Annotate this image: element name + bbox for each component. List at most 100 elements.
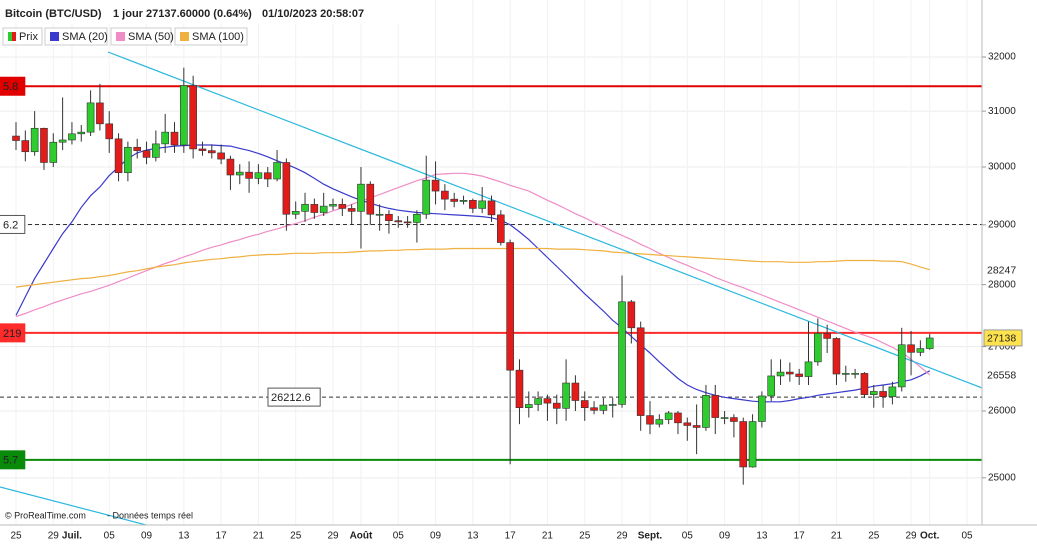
legend-box [174, 27, 248, 46]
candle-body [860, 373, 869, 395]
candle-body [907, 344, 915, 353]
legend-swatch [180, 32, 189, 41]
level-label: 5.8 [3, 81, 18, 93]
level-labels: 5.8 6.2 219 26212.6 5.7 [0, 76, 321, 470]
right-value-label: 26558 [987, 370, 1016, 382]
candle-body [422, 179, 431, 215]
y-tick-label: 32000 [988, 52, 1016, 63]
candle-body [664, 412, 673, 420]
candle-body [142, 150, 151, 158]
candle-body [329, 204, 337, 207]
legend-label: SMA (100) [192, 31, 244, 43]
x-tick-label: 21 [542, 531, 554, 542]
candle-body [599, 404, 608, 411]
sma-line [15, 247, 930, 288]
candle-body [170, 131, 179, 146]
level-label-box [0, 214, 26, 234]
candle-body [40, 127, 48, 163]
y-tick-label: 31000 [988, 106, 1016, 117]
candle-body [674, 412, 682, 424]
candle-body [580, 400, 589, 409]
candle-body [459, 200, 468, 202]
last-price: 27137.60000 (0.64%) [146, 8, 252, 20]
candle-body [478, 200, 486, 209]
candle-body [357, 183, 365, 212]
candle-body [776, 371, 785, 377]
candle-body [636, 327, 645, 416]
x-tick-label: 21 [253, 531, 265, 542]
moving-averages [15, 144, 931, 403]
candle-body [180, 85, 188, 146]
candle-body [226, 158, 235, 176]
candle-body [515, 369, 524, 409]
candle-body [86, 102, 95, 133]
x-tick-label: Oct. [920, 531, 940, 542]
candle-body [646, 415, 654, 425]
candle-body [841, 373, 850, 375]
candle-body [12, 135, 20, 141]
candle-body [692, 425, 701, 428]
x-tick-label: 17 [505, 531, 517, 542]
y-tick-label: 30000 [988, 162, 1016, 173]
x-tick-label: Juil. [62, 531, 82, 542]
x-tick-label: 29 [905, 531, 917, 542]
candles [12, 67, 934, 485]
candle-body [394, 220, 403, 223]
x-tick-label: 05 [393, 531, 405, 542]
candle-body [618, 301, 626, 405]
x-tick-label: 25 [10, 531, 22, 542]
x-tick-label: 17 [216, 531, 228, 542]
candle-body [534, 398, 542, 405]
candle-body [832, 338, 841, 375]
candle-body [198, 148, 207, 151]
level-label-box [0, 76, 26, 96]
y-tick-label: 26000 [988, 406, 1016, 417]
candle-body [282, 162, 291, 215]
candle-body [152, 143, 160, 158]
x-tick-label: 29 [48, 531, 60, 542]
legend-box [44, 27, 108, 46]
candle-body [114, 138, 123, 174]
candle-body [161, 131, 169, 145]
candle-body [217, 152, 225, 160]
candle-body [627, 301, 636, 329]
sma-line [15, 172, 931, 376]
y-tick-label: 29000 [988, 219, 1016, 230]
x-tick-label: 05 [104, 531, 116, 542]
instrument-title: Bitcoin (BTC/USD) [5, 8, 102, 20]
legend-swatch [50, 32, 59, 41]
legend-label: SMA (20) [62, 31, 108, 43]
candle-body [450, 198, 459, 202]
candle-body [49, 141, 58, 163]
candle-body [124, 146, 132, 174]
legend-swatch [8, 32, 12, 41]
levels [0, 85, 982, 461]
level-label-box [0, 450, 26, 470]
candle-body [207, 150, 216, 154]
candle-body [879, 391, 887, 397]
candle-body [105, 123, 114, 140]
legend-swatch [116, 32, 125, 41]
level-label: 5.7 [3, 455, 18, 467]
x-tick-label: 21 [831, 531, 843, 542]
axes: 25000 26000 27000 28000 29000 30000 31000 32000… [10, 52, 1023, 542]
x-tick-label: 09 [719, 531, 731, 542]
trend-line [107, 51, 982, 389]
candle-body [608, 404, 617, 406]
x-tick-label: 09 [430, 531, 442, 542]
x-tick-label: 09 [141, 531, 153, 542]
candle-body [441, 190, 449, 200]
candle-body [273, 162, 281, 180]
candle-body [552, 402, 561, 409]
candle-body [77, 131, 86, 135]
level-label-box [0, 323, 26, 343]
candle-body [767, 375, 776, 397]
candle-body [431, 179, 440, 192]
footer: © ProRealTime.com [5, 510, 86, 520]
level-label-box [267, 387, 321, 407]
x-tick-label: 25 [290, 531, 302, 542]
x-tick-label: 29 [327, 531, 339, 542]
candle-body [469, 200, 477, 209]
